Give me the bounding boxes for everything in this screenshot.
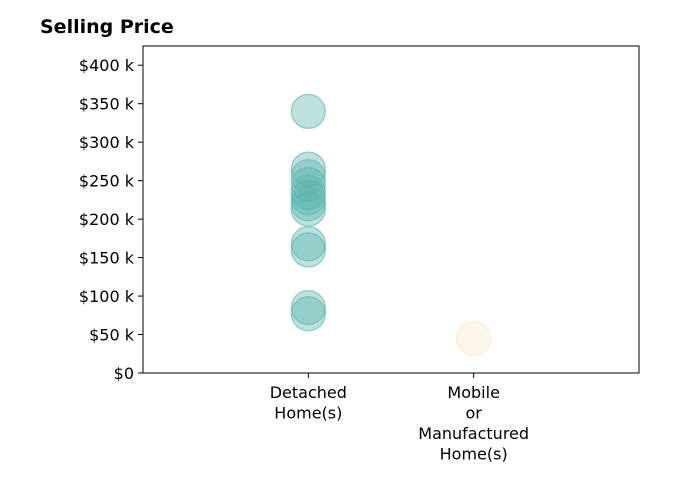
- data-point: [290, 166, 327, 203]
- chart-title: Selling Price: [40, 16, 174, 38]
- x-tick-label: Detached Home(s): [270, 383, 347, 423]
- y-tick-label: $400 k: [79, 56, 135, 75]
- x-tick-label: Mobile or Manufactured Home(s): [418, 383, 529, 464]
- data-point: [290, 232, 327, 268]
- plot-frame: [142, 45, 640, 374]
- data-point: [290, 191, 327, 227]
- y-tick-label: $250 k: [79, 172, 135, 191]
- y-tick-label: $300 k: [79, 133, 135, 152]
- y-tick-label: $150 k: [79, 249, 135, 268]
- y-tick-label: $200 k: [79, 210, 135, 229]
- data-point: [290, 185, 327, 222]
- chart-marks: [290, 93, 492, 357]
- x-axis: Detached Home(s) Mobile or Manufactured Home(…: [270, 373, 529, 464]
- data-point: [290, 93, 327, 130]
- y-tick-label: $0: [114, 364, 134, 383]
- data-point: [455, 320, 492, 357]
- y-tick-label: $100 k: [79, 287, 135, 306]
- data-point: [290, 296, 327, 332]
- y-tick-label: $350 k: [79, 95, 135, 114]
- y-axis: $0 $50 k $100 k $150 k $200 k $250 k $300 k $35…: [79, 56, 143, 383]
- y-tick-label: $50 k: [89, 326, 135, 345]
- data-point: [290, 159, 327, 195]
